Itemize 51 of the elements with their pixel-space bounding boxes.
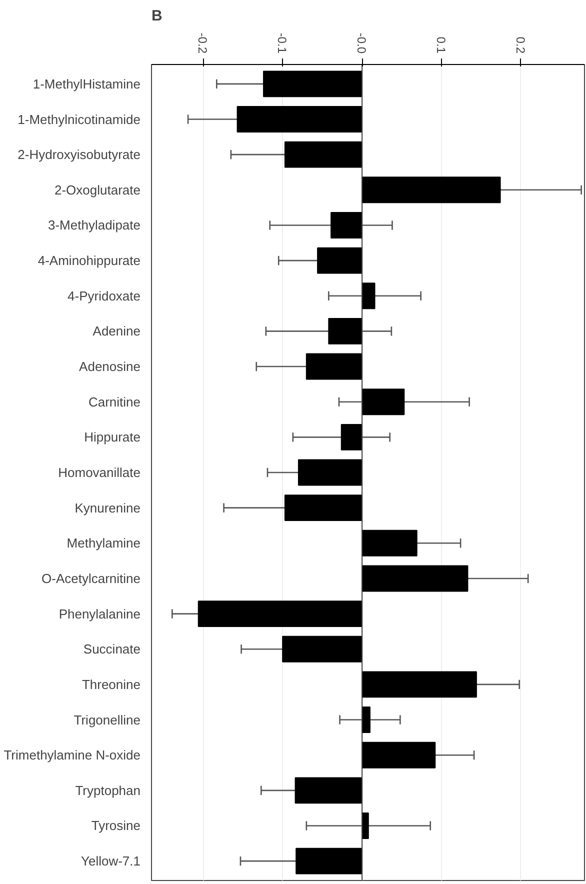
x-tick-label: -0.0 xyxy=(354,32,369,54)
bar xyxy=(294,777,363,804)
bar xyxy=(328,318,363,344)
bar xyxy=(362,388,405,416)
y-tick-label: Succinate xyxy=(83,642,141,657)
bar xyxy=(362,565,468,592)
bar xyxy=(362,706,370,733)
bar xyxy=(306,353,363,380)
bar xyxy=(284,494,363,522)
y-tick-label: Tyrosine xyxy=(91,818,141,834)
bar xyxy=(362,530,418,556)
y-tick-label: Kynurenine xyxy=(74,500,141,516)
y-tick-label: 4-Pyridoxate xyxy=(68,288,141,304)
y-tick-label: 2-Oxoglutarate xyxy=(54,182,141,198)
y-tick-label: 2-Hydroxyisobutyrate xyxy=(18,147,140,162)
bar xyxy=(362,282,376,310)
chart-title: B xyxy=(152,8,162,24)
y-tick-label: Adenine xyxy=(92,324,141,339)
y-tick-label: Phenylalanine xyxy=(58,606,141,622)
bar xyxy=(362,671,477,698)
x-tick-label: -0.1 xyxy=(275,32,290,54)
y-tick-label: Threonine xyxy=(82,676,141,692)
y-tick-label: Carnitine xyxy=(88,394,141,410)
y-tick-label: O-Acetylcarnitine xyxy=(42,570,141,586)
bar xyxy=(340,424,363,450)
bar xyxy=(330,212,363,238)
y-tick-label: Hippurate xyxy=(84,430,141,445)
x-tick-label: 0.1 xyxy=(434,36,448,54)
x-tick-label: 0.2 xyxy=(513,36,528,54)
bar xyxy=(296,848,363,874)
y-tick-label: Homovanillate xyxy=(58,465,140,480)
y-tick-label: Trimethylamine N-oxide xyxy=(4,748,140,763)
y-tick-label: Yellow-7.1 xyxy=(80,854,141,869)
y-tick-label: 1-Methylnicotinamide xyxy=(18,112,141,127)
y-tick-label: 3-Methyladipate xyxy=(48,218,140,233)
x-tick-label: -0.2 xyxy=(196,32,210,54)
bar xyxy=(284,141,363,168)
bar xyxy=(236,106,363,132)
y-tick-label: 1-MethylHistamine xyxy=(32,76,141,92)
y-tick-label: Tryptophan xyxy=(75,782,140,798)
bar xyxy=(362,176,501,204)
bar xyxy=(362,742,436,768)
y-tick-label: 4-Aminohippurate xyxy=(38,253,141,268)
y-tick-label: Methylamine xyxy=(66,536,141,551)
bar xyxy=(282,636,363,662)
bar xyxy=(198,600,363,628)
bar xyxy=(263,70,363,98)
bar xyxy=(317,247,363,274)
y-tick-label: Adenosine xyxy=(79,359,141,374)
bar xyxy=(298,459,363,486)
y-tick-label: Trigonelline xyxy=(74,712,141,728)
